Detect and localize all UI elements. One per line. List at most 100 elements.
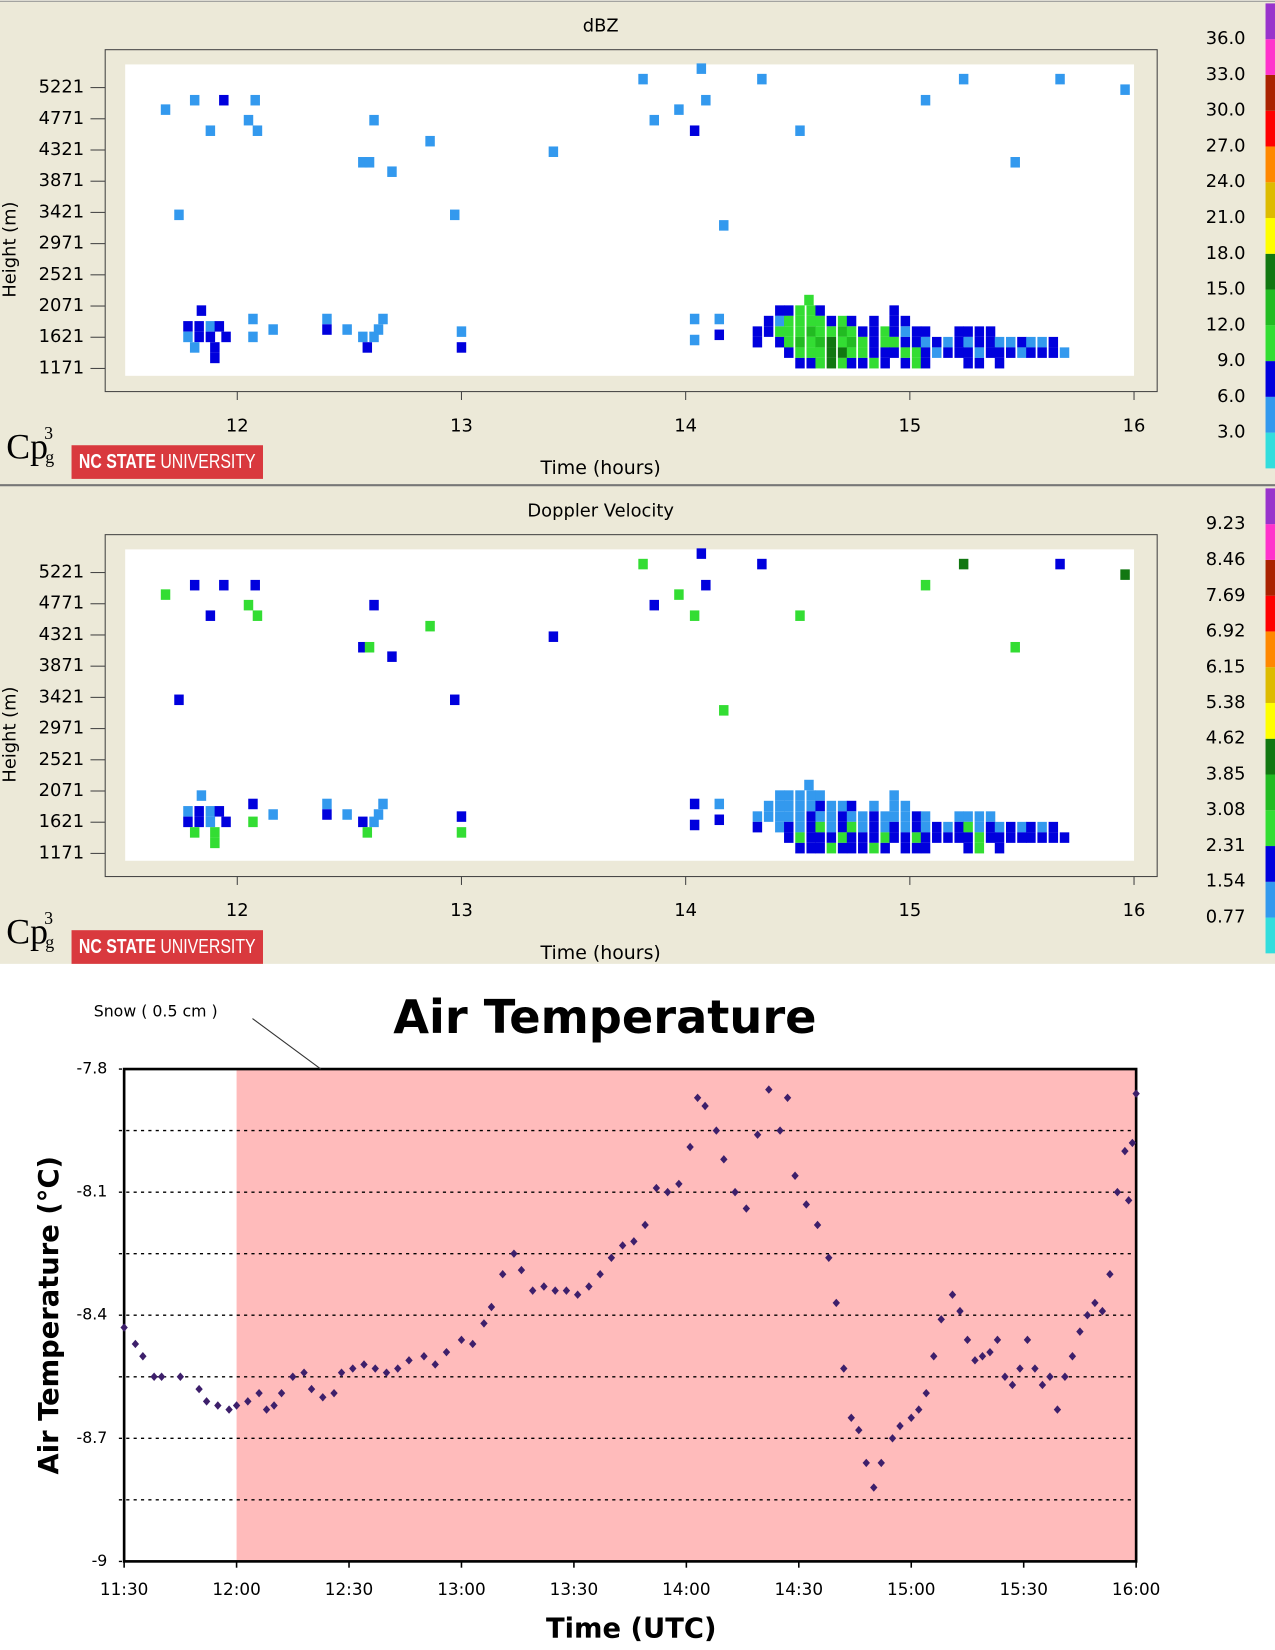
radar-cell: [795, 315, 805, 327]
radar-cell: [194, 806, 204, 817]
colorbar-segment: [1265, 524, 1275, 560]
x-tick-label: 13: [450, 415, 473, 436]
logo-text: NC STATE UNIVERSITY: [79, 936, 256, 958]
radar-cell: [837, 800, 848, 812]
radar-cell: [858, 357, 868, 369]
radar-cell: [373, 324, 384, 335]
radar-cell: [160, 104, 171, 115]
radar-cell: [932, 832, 942, 843]
radar-cell: [858, 832, 868, 843]
data-point: [862, 1458, 870, 1468]
data-point: [776, 1126, 784, 1135]
radar-cell: [815, 305, 825, 316]
plot-area: [125, 549, 1135, 861]
logo-text-regular: UNIVERSITY: [160, 451, 255, 473]
radar-cell: [869, 832, 879, 843]
radar-cell: [1120, 84, 1130, 95]
data-point: [870, 1483, 878, 1492]
colorbar-segment: [1265, 631, 1275, 668]
radar-cell: [974, 821, 985, 833]
colorbar-tick-label: 21.0: [1206, 207, 1246, 228]
y-tick-label: 1171: [39, 842, 85, 863]
colorbar-tick-label: 5.38: [1206, 692, 1246, 713]
radar-cell: [775, 821, 785, 833]
radar-cell: [963, 357, 973, 369]
radar-cell: [373, 809, 384, 820]
radar-cell: [911, 336, 922, 348]
radar-cell: [846, 811, 857, 822]
radar-cell: [638, 558, 648, 570]
data-point: [270, 1401, 278, 1410]
radar-cell: [846, 842, 857, 854]
radar-cell: [322, 313, 332, 325]
y-tick-label: 1621: [39, 811, 85, 832]
radar-cell: [369, 331, 379, 343]
radar-cell: [889, 336, 899, 348]
radar-cell: [784, 336, 794, 348]
data-point: [1053, 1405, 1062, 1414]
radar-cell: [994, 357, 1005, 369]
radar-cell: [1017, 336, 1027, 348]
colorbar-segment: [1265, 846, 1275, 882]
radar-cell: [815, 790, 825, 801]
radar-cell: [911, 842, 922, 854]
colorbar-tick-label: 8.46: [1206, 549, 1246, 570]
colorbar-tick-label: 24.0: [1206, 171, 1246, 192]
radar-cell: [248, 331, 258, 343]
colorbar-segment: [1265, 702, 1275, 739]
logo-text-bold: NC STATE: [79, 451, 156, 473]
colorbar-segment: [1265, 3, 1275, 40]
radar-cell: [689, 313, 700, 325]
data-point: [289, 1372, 297, 1381]
logo-text: NC STATE UNIVERSITY: [79, 451, 256, 473]
data-point: [1068, 1352, 1077, 1361]
radar-cell: [889, 326, 899, 337]
radar-cell: [837, 842, 848, 854]
colorbar-segment: [1265, 325, 1275, 362]
radar-cell: [795, 610, 805, 621]
radar-cell: [210, 837, 220, 849]
radar-cell: [837, 811, 848, 822]
radar-cell: [784, 832, 794, 843]
radar-cell: [757, 73, 767, 85]
y-tick-label: -8.4: [77, 1305, 108, 1324]
colorbar-tick-label: 4.62: [1206, 728, 1246, 749]
data-point: [1016, 1364, 1024, 1373]
data-point: [948, 1290, 957, 1299]
radar-cell: [205, 321, 216, 332]
radar-cell: [160, 589, 171, 600]
radar-cell: [795, 326, 805, 337]
radar-cell: [714, 313, 725, 325]
y-tick-label: 3421: [39, 201, 85, 222]
radar-cell: [342, 809, 352, 820]
data-point: [420, 1352, 428, 1361]
colorbar-segment: [1265, 253, 1275, 290]
radar-cell: [880, 832, 890, 843]
radar-cell: [752, 811, 763, 822]
colorbar-segment: [1265, 774, 1275, 811]
radar-cell: [826, 821, 837, 833]
data-point: [330, 1388, 338, 1398]
radar-cell: [795, 800, 805, 812]
data-point: [480, 1319, 488, 1328]
radar-cell: [1005, 336, 1016, 348]
radar-cell: [1026, 821, 1036, 833]
radar-cell: [963, 336, 973, 348]
radar-cell: [775, 790, 785, 801]
colorbar-segment: [1265, 667, 1275, 703]
radar-cell: [210, 342, 220, 353]
data-point: [360, 1360, 368, 1369]
y-tick-label: 3871: [39, 170, 85, 191]
colorbar-tick-label: 15.0: [1206, 279, 1246, 300]
radar-cell: [248, 798, 258, 810]
radar-cell: [815, 811, 825, 822]
radar-cell: [795, 821, 805, 833]
radar-cell: [795, 305, 805, 316]
data-point: [262, 1405, 271, 1414]
radar-cell: [183, 816, 193, 828]
data-point: [978, 1352, 987, 1361]
radar-cell: [194, 331, 204, 343]
data-point: [195, 1384, 203, 1394]
logo-mark: Cp: [6, 912, 48, 952]
radar-cell: [342, 324, 352, 335]
